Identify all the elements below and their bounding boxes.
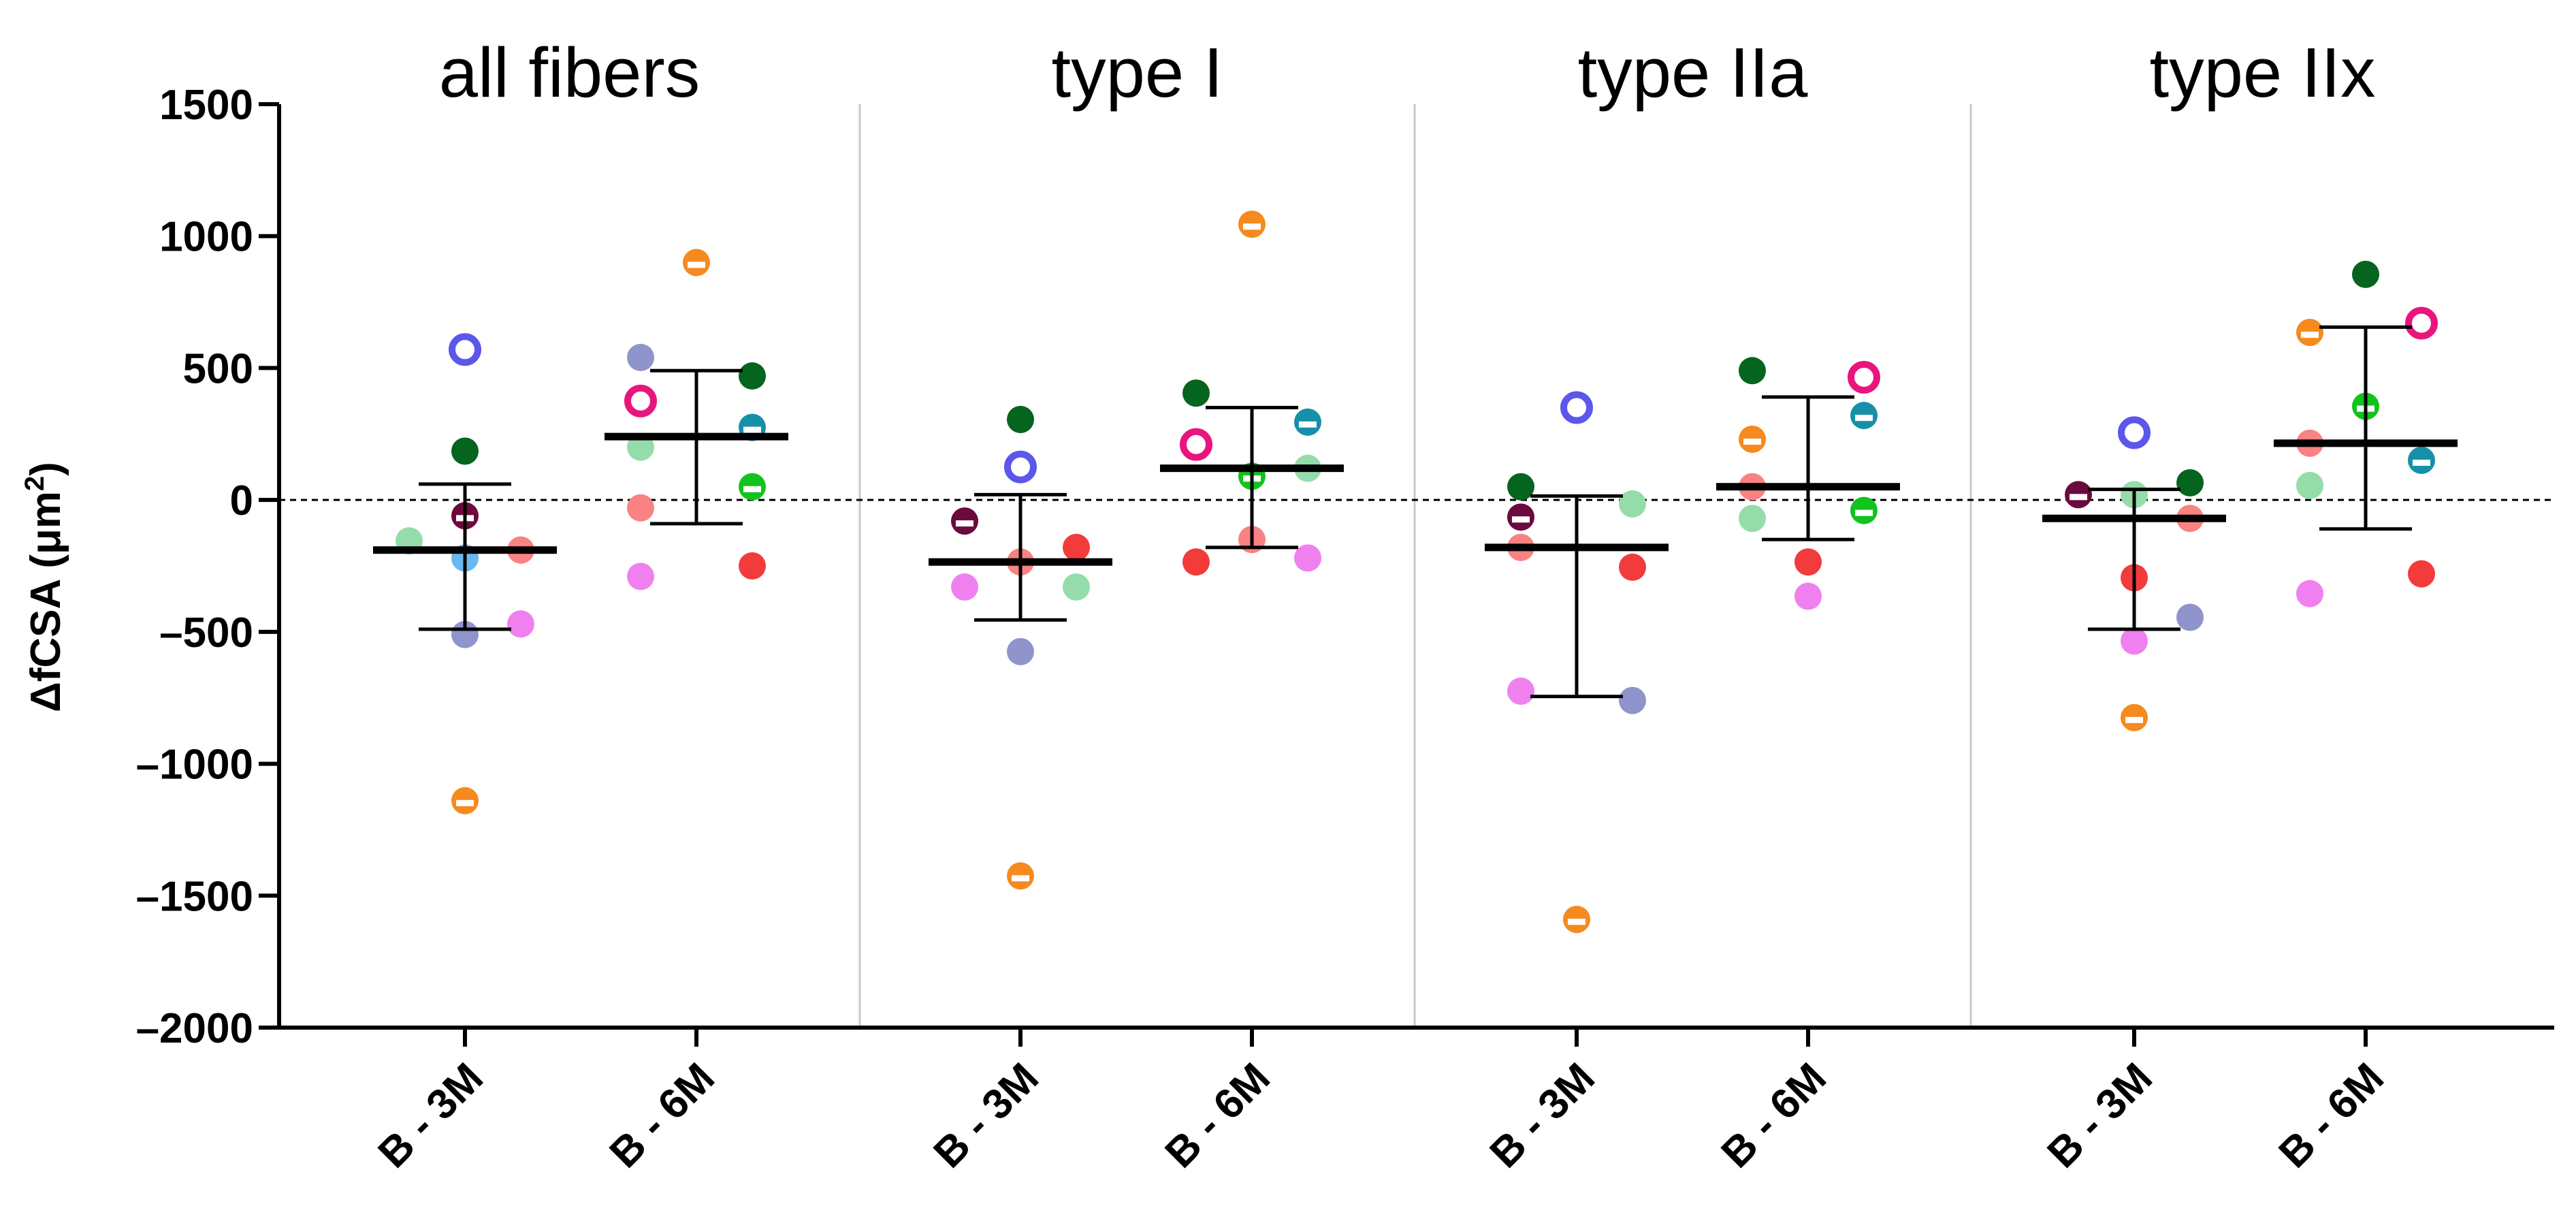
y-axis-title: ΔfCSA (μm2) (20, 462, 69, 712)
x-tick-label: B - 3M (370, 1054, 492, 1177)
data-point (1007, 637, 1034, 665)
data-points (396, 210, 2438, 934)
data-point (1560, 391, 1593, 424)
data-point (627, 343, 654, 371)
data-point (1619, 686, 1646, 714)
x-tick-label: B - 3M (925, 1054, 1048, 1177)
x-tick-label: B - 3M (2039, 1054, 2161, 1177)
data-point (2296, 580, 2323, 607)
panel-dividers (858, 104, 1972, 1028)
x-tick-label: B - 6M (1157, 1054, 1279, 1177)
data-point-marker-stripe (1012, 875, 1029, 882)
data-point (739, 552, 766, 580)
data-point (2352, 260, 2379, 288)
data-point (451, 437, 479, 465)
data-point (1063, 533, 1090, 561)
panel-title: type IIx (2149, 33, 2375, 112)
data-point-marker-stripe (1743, 439, 1761, 445)
data-point-marker-stripe (1855, 415, 1873, 422)
y-tick-label: 1500 (159, 82, 253, 129)
y-tick-label: 1000 (159, 214, 253, 261)
data-point-marker-stripe (688, 261, 705, 268)
data-point (624, 384, 657, 417)
data-point (507, 610, 534, 638)
panel-title: type IIa (1578, 33, 1809, 112)
data-point-marker-stripe (743, 486, 761, 492)
data-point (1739, 505, 1766, 533)
data-point (1794, 548, 1822, 576)
y-axis-title-close: ) (22, 462, 69, 476)
data-point (2296, 471, 2323, 499)
data-point (1004, 450, 1037, 483)
data-point-marker-stripe (2413, 460, 2430, 466)
data-point-marker-stripe (1568, 919, 1585, 925)
data-point-marker-stripe (1299, 421, 1317, 428)
y-axis: 1500 1000 500 0 –500 –1000 –1500 –2000 (136, 82, 2554, 1052)
y-axis-title-sup: 2 (20, 476, 50, 491)
y-tick-label: –1000 (136, 742, 253, 789)
x-tick-label: B - 6M (1713, 1054, 1835, 1177)
y-tick-label: 500 (183, 345, 253, 392)
data-point-marker-stripe (1243, 223, 1261, 230)
data-point-marker-stripe (2125, 716, 2143, 723)
data-point (1294, 544, 1321, 572)
data-point-marker-stripe (456, 799, 474, 806)
data-point (1007, 405, 1034, 433)
y-tick-label: –500 (159, 609, 253, 656)
data-point (627, 562, 654, 590)
data-point (1063, 573, 1090, 601)
y-tick-label: 0 (230, 477, 253, 524)
data-point (1182, 548, 1210, 576)
data-point (1182, 379, 1210, 407)
data-point (2176, 469, 2204, 496)
data-point (1848, 360, 1880, 394)
data-point-marker-stripe (743, 426, 761, 433)
data-point-marker-stripe (1855, 509, 1873, 516)
data-point-marker-stripe (2301, 332, 2319, 338)
data-point (2121, 627, 2148, 655)
panel-titles: all fibers type I type IIa type IIx (439, 33, 2376, 112)
x-tick-label: B - 6M (2270, 1054, 2393, 1177)
y-tick-label: –1500 (136, 873, 253, 920)
x-axis-labels: B - 3M B - 6M B - 3M B - 6M B - 3M B - 6M B - … (370, 1054, 2393, 1177)
data-point (1180, 428, 1212, 461)
data-point-marker-stripe (956, 520, 973, 527)
data-point (951, 573, 978, 601)
y-axis-title-base: ΔfCSA (μm (22, 491, 69, 712)
data-point (739, 362, 766, 390)
data-point (2408, 560, 2435, 588)
y-tick-label: –2000 (136, 1005, 253, 1052)
data-point (1619, 553, 1646, 581)
x-tick-label: B - 3M (1481, 1054, 1604, 1177)
data-point-marker-stripe (2070, 494, 2087, 501)
panel-title: all fibers (439, 33, 701, 112)
data-point (627, 494, 654, 522)
data-point-marker-stripe (1512, 516, 1530, 523)
mean-sd-bars (373, 325, 2458, 699)
data-point (1619, 490, 1646, 518)
data-point (1794, 582, 1822, 610)
data-point (449, 333, 481, 366)
data-point (2176, 603, 2204, 631)
data-point (1507, 678, 1534, 705)
data-point (2118, 416, 2151, 449)
data-point (1739, 357, 1766, 385)
panel-title: type I (1052, 33, 1223, 112)
data-point (1507, 473, 1534, 501)
data-point (2405, 306, 2438, 340)
x-tick-label: B - 6M (601, 1054, 724, 1177)
